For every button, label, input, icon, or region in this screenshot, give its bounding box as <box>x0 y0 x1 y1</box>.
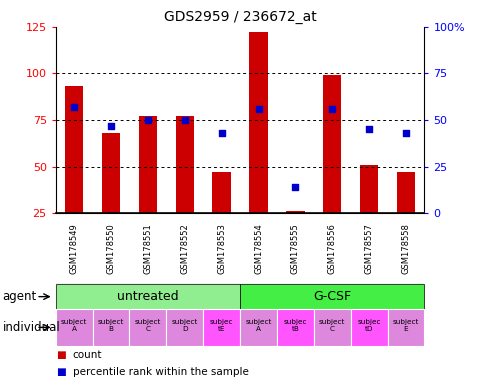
Bar <box>129 309 166 346</box>
Bar <box>359 165 378 213</box>
Text: subject
A: subject A <box>245 319 271 332</box>
Point <box>107 122 115 129</box>
Bar <box>65 86 83 213</box>
Text: ■: ■ <box>56 367 65 377</box>
Text: GSM178554: GSM178554 <box>254 223 262 274</box>
Text: GSM178558: GSM178558 <box>401 223 409 274</box>
Text: GSM178549: GSM178549 <box>70 223 78 274</box>
Text: subject
C: subject C <box>318 319 345 332</box>
Bar <box>240 309 276 346</box>
Bar <box>276 309 313 346</box>
Text: subject
C: subject C <box>135 319 161 332</box>
Bar <box>322 75 341 213</box>
Text: percentile rank within the sample: percentile rank within the sample <box>73 367 248 377</box>
Text: GSM178556: GSM178556 <box>327 223 336 274</box>
Point <box>144 117 151 123</box>
Text: GSM178553: GSM178553 <box>217 223 226 274</box>
Text: subject
E: subject E <box>392 319 418 332</box>
Text: subjec
tB: subjec tB <box>283 319 306 332</box>
Text: subjec
tE: subjec tE <box>210 319 233 332</box>
Text: subject
A: subject A <box>61 319 87 332</box>
Point <box>70 104 78 110</box>
Text: subject
B: subject B <box>98 319 124 332</box>
Bar <box>56 284 240 309</box>
Bar <box>92 309 129 346</box>
Point <box>291 184 299 190</box>
Text: GSM178557: GSM178557 <box>364 223 373 274</box>
Bar <box>387 309 424 346</box>
Text: GSM178555: GSM178555 <box>290 223 299 274</box>
Text: individual: individual <box>2 321 60 334</box>
Bar <box>212 172 230 213</box>
Text: subject
D: subject D <box>171 319 197 332</box>
Text: G-CSF: G-CSF <box>313 290 350 303</box>
Bar <box>249 33 267 213</box>
Text: GSM178550: GSM178550 <box>106 223 115 274</box>
Text: GSM178551: GSM178551 <box>143 223 152 274</box>
Title: GDS2959 / 236672_at: GDS2959 / 236672_at <box>164 10 316 25</box>
Point <box>401 130 409 136</box>
Bar <box>166 309 203 346</box>
Text: subjec
tD: subjec tD <box>357 319 380 332</box>
Point <box>181 117 188 123</box>
Bar <box>313 309 350 346</box>
Point <box>364 126 372 132</box>
Text: untreated: untreated <box>117 290 179 303</box>
Text: ■: ■ <box>56 350 65 360</box>
Point <box>217 130 225 136</box>
Bar <box>350 309 387 346</box>
Point <box>328 106 335 112</box>
Text: GSM178552: GSM178552 <box>180 223 189 274</box>
Point <box>254 106 262 112</box>
Text: agent: agent <box>2 290 37 303</box>
Bar <box>138 116 157 213</box>
Bar <box>240 284 424 309</box>
Bar <box>286 211 304 213</box>
Bar <box>396 172 414 213</box>
Bar <box>102 133 120 213</box>
Bar <box>56 309 92 346</box>
Bar <box>175 116 194 213</box>
Text: count: count <box>73 350 102 360</box>
Bar <box>203 309 240 346</box>
